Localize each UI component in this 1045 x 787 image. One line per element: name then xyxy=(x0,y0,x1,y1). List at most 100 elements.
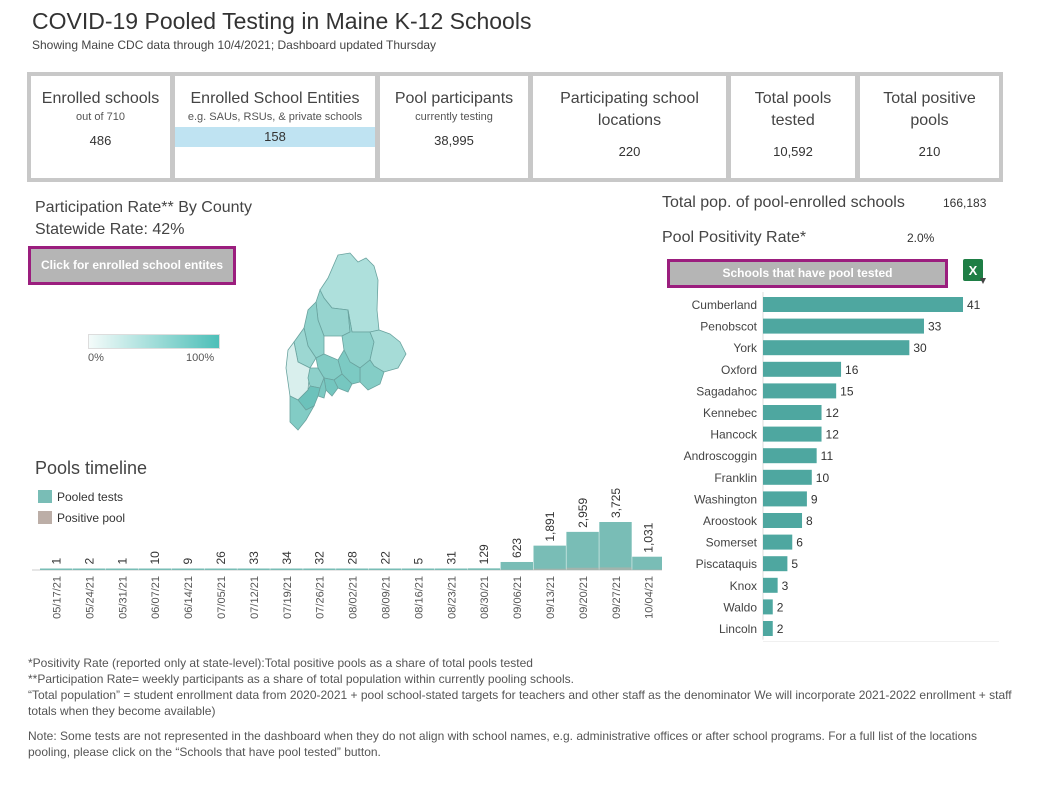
county-value-label: 2 xyxy=(777,622,784,636)
county-bar xyxy=(763,491,807,507)
timeline-data-label: 10 xyxy=(148,551,162,565)
note-participation: **Participation Rate= weekly participant… xyxy=(28,672,574,686)
county-bar xyxy=(763,448,817,464)
timeline-bar xyxy=(599,522,632,570)
county-label: York xyxy=(733,341,758,355)
pools-timeline-chart[interactable]: 1 05/17/21 2 05/24/21 1 05/31/21 10 06/07/21 9 06… xyxy=(32,480,662,640)
svg-text:X: X xyxy=(969,263,978,278)
county-bar xyxy=(763,577,778,593)
legend-min-label: 0% xyxy=(88,352,104,364)
timeline-data-label: 5 xyxy=(411,558,425,565)
kpi-sub: out of 710 xyxy=(76,111,125,123)
county-value-label: 10 xyxy=(816,471,830,485)
kpi-label: Total positive pools xyxy=(883,90,976,129)
participation-header: Participation Rate** By County Statewide… xyxy=(35,197,252,241)
timeline-data-label: 31 xyxy=(444,551,458,565)
county-bar xyxy=(763,383,837,399)
timeline-bar xyxy=(500,561,533,570)
kpi-value: 38,995 xyxy=(434,133,474,148)
timeline-bar xyxy=(303,568,336,570)
county-value-label: 33 xyxy=(928,320,942,334)
county-bar xyxy=(763,556,788,572)
timeline-tick-label: 08/09/21 xyxy=(380,576,392,619)
participation-title: Participation Rate** By County xyxy=(35,199,252,216)
timeline-bar xyxy=(632,556,662,570)
kpi-pool-participants: Pool participants currently testing 38,9… xyxy=(380,76,528,178)
kpi-school-locations: Participating school locations 220 xyxy=(533,76,726,178)
timeline-tick-label: 07/26/21 xyxy=(315,576,327,619)
note-missing-tests: Note: Some tests are not represented in … xyxy=(28,729,977,759)
timeline-tick-label: 09/20/21 xyxy=(578,576,590,619)
timeline-data-label: 1,891 xyxy=(543,511,557,541)
timeline-data-label: 28 xyxy=(346,551,360,565)
legend-swatch-pooled xyxy=(38,490,52,503)
legend-positive-label: Positive pool xyxy=(57,511,126,525)
county-value-label: 6 xyxy=(796,536,803,550)
schools-pool-tested-button[interactable]: Schools that have pool tested xyxy=(667,259,948,288)
timeline-data-label: 129 xyxy=(477,544,491,564)
county-label: Lincoln xyxy=(719,622,757,636)
timeline-tick-label: 09/13/21 xyxy=(545,576,557,619)
legend-pooled-label: Pooled tests xyxy=(57,490,124,504)
timeline-tick-label: 05/24/21 xyxy=(84,576,96,619)
county-lincoln xyxy=(323,377,339,397)
kpi-value: 486 xyxy=(89,133,112,148)
county-value-label: 12 xyxy=(826,406,840,420)
kpi-value: 210 xyxy=(918,144,941,159)
county-label: Penobscot xyxy=(700,320,757,334)
page-subtitle: Showing Maine CDC data through 10/4/2021… xyxy=(32,38,437,52)
county-bar xyxy=(763,318,924,334)
timeline-data-label: 2,959 xyxy=(576,498,590,528)
timeline-bar xyxy=(105,568,139,570)
county-value-label: 8 xyxy=(806,514,813,528)
timeline-bar xyxy=(72,568,106,570)
kpi-enrolled-entities[interactable]: Enrolled School Entities e.g. SAUs, RSUs… xyxy=(175,76,375,178)
pools-timeline-title: Pools timeline xyxy=(35,458,148,478)
timeline-data-label: 33 xyxy=(247,551,261,565)
timeline-positive-bar xyxy=(599,567,632,570)
timeline-bar xyxy=(533,545,566,570)
county-value-label: 11 xyxy=(821,449,834,463)
county-bar xyxy=(763,534,793,550)
kpi-label: Participating school locations xyxy=(560,90,699,129)
timeline-data-label: 34 xyxy=(280,551,294,565)
county-schools-chart[interactable]: Cumberland 41 Penobscot 33 York 30 Oxford 16 Sag… xyxy=(662,292,1002,642)
excel-download-icon[interactable]: X xyxy=(962,258,988,286)
timeline-data-label: 623 xyxy=(510,538,524,558)
timeline-tick-label: 07/05/21 xyxy=(216,576,228,619)
timeline-bar xyxy=(467,568,501,570)
kpi-total-pools: Total pools tested 10,592 xyxy=(731,76,855,178)
timeline-data-label: 22 xyxy=(378,551,392,565)
county-label: Cumberland xyxy=(692,298,757,312)
timeline-bar xyxy=(171,568,204,570)
county-label: Franklin xyxy=(714,471,757,485)
kpi-sub: currently testing xyxy=(415,111,493,123)
enrolled-entities-button[interactable]: Click for enrolled school entites xyxy=(28,246,236,285)
timeline-bar xyxy=(138,568,172,570)
county-label: Waldo xyxy=(723,600,757,614)
timeline-bar xyxy=(401,568,435,570)
participation-legend-gradient xyxy=(88,334,220,349)
kpi-label: Enrolled School Entities xyxy=(190,90,360,107)
county-york xyxy=(289,395,316,431)
county-bar xyxy=(763,599,773,615)
maine-county-map[interactable] xyxy=(280,250,410,435)
county-label: Piscataquis xyxy=(696,557,757,571)
kpi-label: Total pools tested xyxy=(754,90,832,129)
footnotes: *Positivity Rate (reported only at state… xyxy=(28,655,1018,760)
county-label: Sagadahoc xyxy=(696,384,757,398)
timeline-tick-label: 08/16/21 xyxy=(413,576,425,619)
timeline-tick-label: 06/14/21 xyxy=(183,576,195,619)
kpi-label: Pool participants xyxy=(394,90,514,107)
timeline-bar xyxy=(237,568,270,570)
timeline-tick-label: 07/12/21 xyxy=(249,576,261,619)
timeline-data-label: 3,725 xyxy=(609,488,623,518)
county-label: Washington xyxy=(694,492,757,506)
county-value-label: 16 xyxy=(845,363,859,377)
kpi-label: Enrolled schools xyxy=(41,90,160,107)
timeline-tick-label: 09/06/21 xyxy=(512,576,524,619)
county-value-label: 3 xyxy=(782,579,789,593)
kpi-strip: Enrolled schools out of 710 486 Enrolled… xyxy=(27,72,1003,182)
kpi-sub: e.g. SAUs, RSUs, & private schools xyxy=(187,111,363,123)
county-label: Kennebec xyxy=(703,406,757,420)
